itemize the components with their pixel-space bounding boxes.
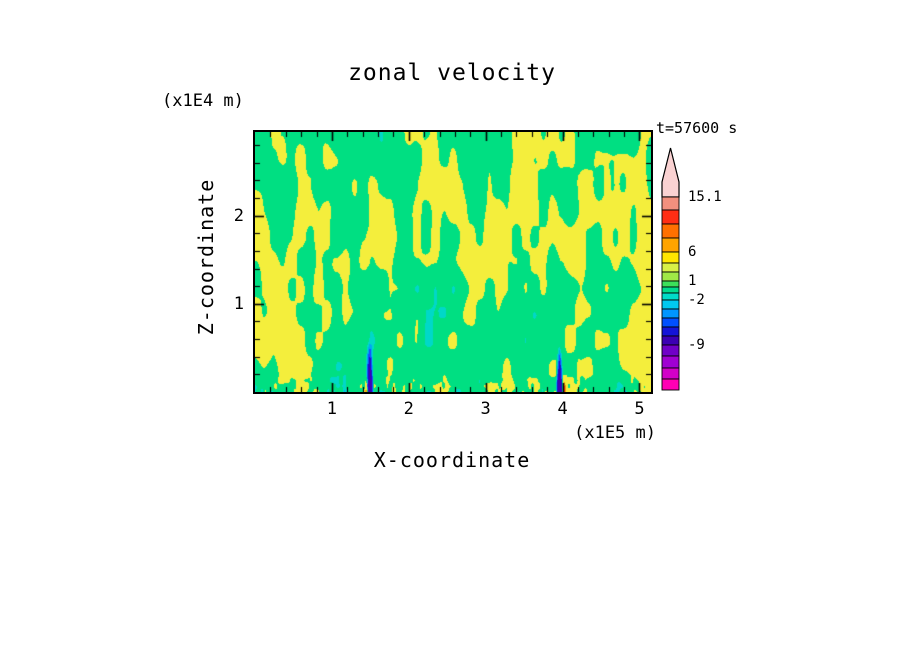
chart-title: zonal velocity (348, 60, 556, 86)
x-axis-label: X-coordinate (373, 448, 531, 472)
y-tick-label: 2 (233, 205, 244, 226)
colorbar-tick-label: -9 (688, 337, 705, 353)
x-tick-label: 4 (557, 399, 568, 419)
colorbar-tick-label: 15.1 (688, 189, 722, 205)
colorbar-segment (661, 367, 680, 380)
colorbar-segment (661, 292, 680, 301)
colorbar-segment (661, 196, 680, 211)
colorbar-arrow (661, 147, 680, 198)
colorbar-segment (661, 251, 680, 264)
colorbar-tick-label: 1 (688, 273, 697, 289)
colorbar-segment (661, 223, 680, 239)
y-tick-label: 1 (233, 293, 244, 314)
colorbar-segment (661, 237, 680, 253)
colorbar-segment (661, 317, 680, 328)
colorbar-segment (661, 308, 680, 319)
colorbar-tick-label: -2 (688, 292, 705, 308)
x-axis-units: (x1E5 m) (574, 423, 656, 443)
colorbar-segment (661, 378, 680, 391)
colorbar-segment (661, 335, 680, 346)
colorbar-tick-label: 6 (688, 244, 697, 260)
y-axis-units: (x1E4 m) (162, 91, 244, 111)
colorbar-segment (661, 280, 680, 288)
colorbar-segment (661, 299, 680, 310)
time-annotation: t=57600 s (656, 119, 738, 137)
colorbar-segment (661, 271, 680, 282)
colorbar-segment (661, 286, 680, 294)
x-tick-label: 3 (480, 399, 491, 419)
colorbar-segment (661, 355, 680, 369)
colorbar (661, 147, 680, 391)
x-tick-label: 1 (326, 399, 338, 419)
x-tick-label: 2 (403, 399, 414, 419)
colorbar-segment (661, 262, 680, 273)
x-tick-label: 5 (634, 399, 645, 419)
colorbar-segment (661, 344, 680, 357)
heatmap-canvas (255, 132, 651, 392)
plot-frame (253, 130, 653, 394)
colorbar-segment (661, 209, 680, 225)
colorbar-segment (661, 326, 680, 337)
